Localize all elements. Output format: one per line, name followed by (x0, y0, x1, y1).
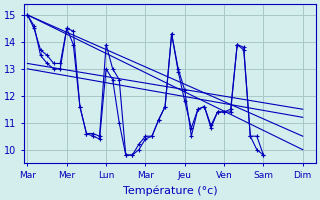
X-axis label: Température (°c): Température (°c) (123, 185, 217, 196)
